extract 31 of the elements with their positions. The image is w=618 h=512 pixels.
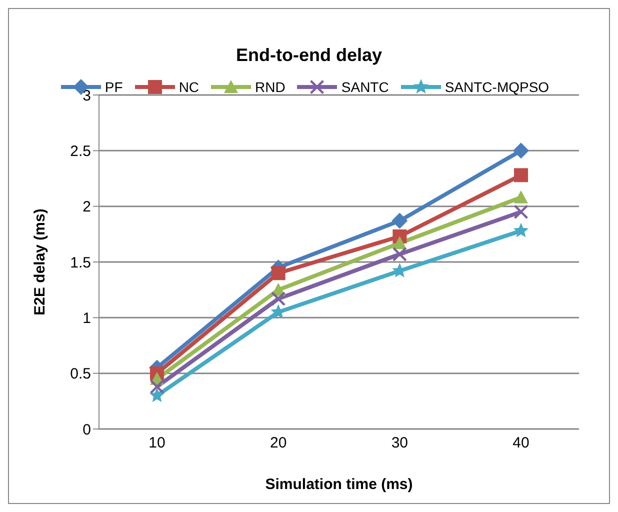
point (271, 292, 286, 306)
point (271, 266, 286, 280)
point (514, 204, 528, 219)
chart-title: End-to-end delay (234, 45, 383, 67)
point (392, 247, 407, 262)
x-tick-label: 40 (512, 434, 530, 452)
y-axis-title: E2E delay (ms) (31, 208, 48, 316)
y-tick-label: 1.5 (70, 254, 91, 272)
x-tick-label: 20 (270, 434, 287, 452)
point (513, 142, 529, 159)
point (513, 222, 529, 238)
y-tick-label: 0 (82, 421, 91, 438)
x-tick-label: 30 (391, 434, 408, 452)
point (150, 380, 164, 394)
point (149, 388, 165, 402)
legend-label: PF (104, 79, 123, 95)
point (392, 236, 407, 250)
point (392, 212, 408, 229)
legend-label: SANTC (341, 79, 389, 95)
y-tick-label: 1 (82, 310, 91, 327)
x-axis-title: Simulation time (ms) (265, 476, 413, 493)
point (514, 168, 528, 182)
x-tick-label: 10 (148, 434, 166, 452)
y-tick-label: 2.5 (70, 142, 91, 160)
point (514, 190, 528, 204)
y-tick-label: 2 (82, 198, 91, 216)
y-tick-label: 0.5 (70, 366, 91, 383)
legend-label: NC (178, 79, 200, 95)
legend-label: SANTC-MQPSO (444, 79, 550, 95)
legend-label: RND (255, 79, 286, 95)
y-tick-label: 3 (82, 87, 91, 104)
